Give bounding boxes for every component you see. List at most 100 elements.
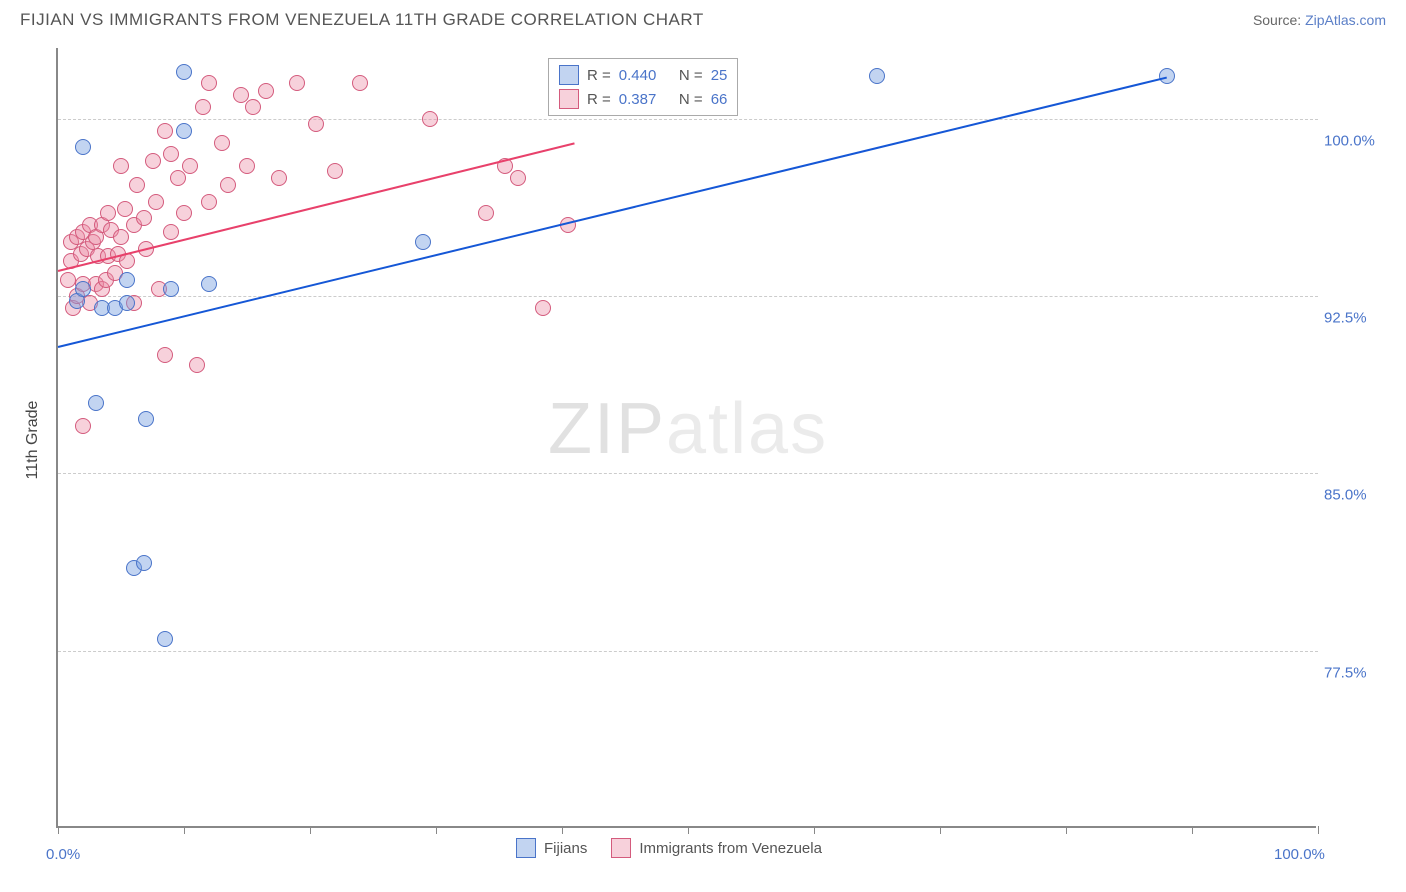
scatter-point	[258, 83, 274, 99]
watermark-zip: ZIP	[548, 389, 666, 469]
source-label: Source: ZipAtlas.com	[1253, 12, 1386, 28]
scatter-point	[535, 300, 551, 316]
r-label: R =	[587, 67, 611, 84]
y-tick-label: 85.0%	[1324, 487, 1367, 504]
x-tick	[562, 826, 563, 834]
swatch-venezuela-icon	[611, 838, 631, 858]
swatch-icon	[559, 89, 579, 109]
gridline	[58, 119, 1318, 120]
scatter-point	[138, 411, 154, 427]
scatter-point	[308, 116, 324, 132]
y-axis-label: 11th Grade	[24, 401, 42, 480]
gridline	[58, 651, 1318, 652]
x-axis-max-label: 100.0%	[1274, 846, 1325, 863]
r-value: 0.440	[619, 67, 667, 84]
scatter-point	[75, 139, 91, 155]
scatter-point	[129, 177, 145, 193]
r-label: R =	[587, 91, 611, 108]
chart-title: FIJIAN VS IMMIGRANTS FROM VENEZUELA 11TH…	[20, 10, 704, 30]
scatter-point	[478, 205, 494, 221]
scatter-point	[176, 123, 192, 139]
scatter-point	[245, 99, 261, 115]
scatter-point	[157, 631, 173, 647]
n-label: N =	[675, 91, 703, 108]
x-tick	[940, 826, 941, 834]
chart-header: FIJIAN VS IMMIGRANTS FROM VENEZUELA 11TH…	[0, 0, 1406, 36]
scatter-point	[1159, 68, 1175, 84]
scatter-point	[136, 210, 152, 226]
scatter-point	[195, 99, 211, 115]
legend-bottom: Fijians Immigrants from Venezuela	[516, 838, 822, 858]
scatter-point	[75, 281, 91, 297]
scatter-point	[163, 224, 179, 240]
scatter-point	[100, 205, 116, 221]
legend-label-fijians: Fijians	[544, 840, 587, 857]
trend-line	[58, 76, 1167, 347]
y-tick-label: 92.5%	[1324, 310, 1367, 327]
scatter-point	[201, 194, 217, 210]
x-tick	[1066, 826, 1067, 834]
watermark-atlas: atlas	[666, 389, 828, 469]
x-tick	[1192, 826, 1193, 834]
scatter-point	[201, 276, 217, 292]
r-value: 0.387	[619, 91, 667, 108]
swatch-icon	[559, 65, 579, 85]
y-tick-label: 100.0%	[1324, 132, 1375, 149]
legend-top-row: R =0.440 N =25	[559, 63, 727, 87]
scatter-point	[214, 135, 230, 151]
scatter-point	[271, 170, 287, 186]
plot-container: ZIPatlas R =0.440 N =25R =0.387 N =66 0.…	[56, 48, 1396, 828]
n-label: N =	[675, 67, 703, 84]
legend-top: R =0.440 N =25R =0.387 N =66	[548, 58, 738, 116]
scatter-point	[220, 177, 236, 193]
x-tick	[688, 826, 689, 834]
scatter-point	[163, 281, 179, 297]
x-tick	[436, 826, 437, 834]
trend-line	[58, 143, 575, 273]
scatter-point	[201, 75, 217, 91]
x-tick	[310, 826, 311, 834]
scatter-point	[170, 170, 186, 186]
n-value: 66	[711, 91, 728, 108]
scatter-point	[113, 229, 129, 245]
scatter-point	[352, 75, 368, 91]
legend-item-fijians: Fijians	[516, 838, 587, 858]
scatter-point	[119, 295, 135, 311]
scatter-point	[136, 555, 152, 571]
scatter-point	[163, 146, 179, 162]
swatch-fijians-icon	[516, 838, 536, 858]
plot-area: ZIPatlas R =0.440 N =25R =0.387 N =66	[56, 48, 1316, 828]
scatter-point	[182, 158, 198, 174]
scatter-point	[422, 111, 438, 127]
x-tick	[58, 826, 59, 834]
source-link[interactable]: ZipAtlas.com	[1305, 12, 1386, 28]
scatter-point	[869, 68, 885, 84]
scatter-point	[176, 64, 192, 80]
legend-label-venezuela: Immigrants from Venezuela	[639, 840, 822, 857]
scatter-point	[510, 170, 526, 186]
scatter-point	[289, 75, 305, 91]
y-tick-label: 77.5%	[1324, 664, 1367, 681]
scatter-point	[157, 347, 173, 363]
watermark: ZIPatlas	[548, 388, 828, 470]
scatter-point	[145, 153, 161, 169]
legend-item-venezuela: Immigrants from Venezuela	[611, 838, 822, 858]
scatter-point	[176, 205, 192, 221]
scatter-point	[157, 123, 173, 139]
scatter-point	[148, 194, 164, 210]
scatter-point	[415, 234, 431, 250]
x-tick	[814, 826, 815, 834]
x-axis-min-label: 0.0%	[46, 846, 80, 863]
scatter-point	[88, 395, 104, 411]
legend-top-row: R = 0.387 N = 66	[559, 87, 727, 111]
scatter-point	[189, 357, 205, 373]
gridline	[58, 473, 1318, 474]
scatter-point	[60, 272, 76, 288]
scatter-point	[75, 418, 91, 434]
scatter-point	[113, 158, 129, 174]
scatter-point	[117, 201, 133, 217]
scatter-point	[327, 163, 343, 179]
source-prefix: Source:	[1253, 12, 1305, 28]
scatter-point	[119, 272, 135, 288]
x-tick	[184, 826, 185, 834]
